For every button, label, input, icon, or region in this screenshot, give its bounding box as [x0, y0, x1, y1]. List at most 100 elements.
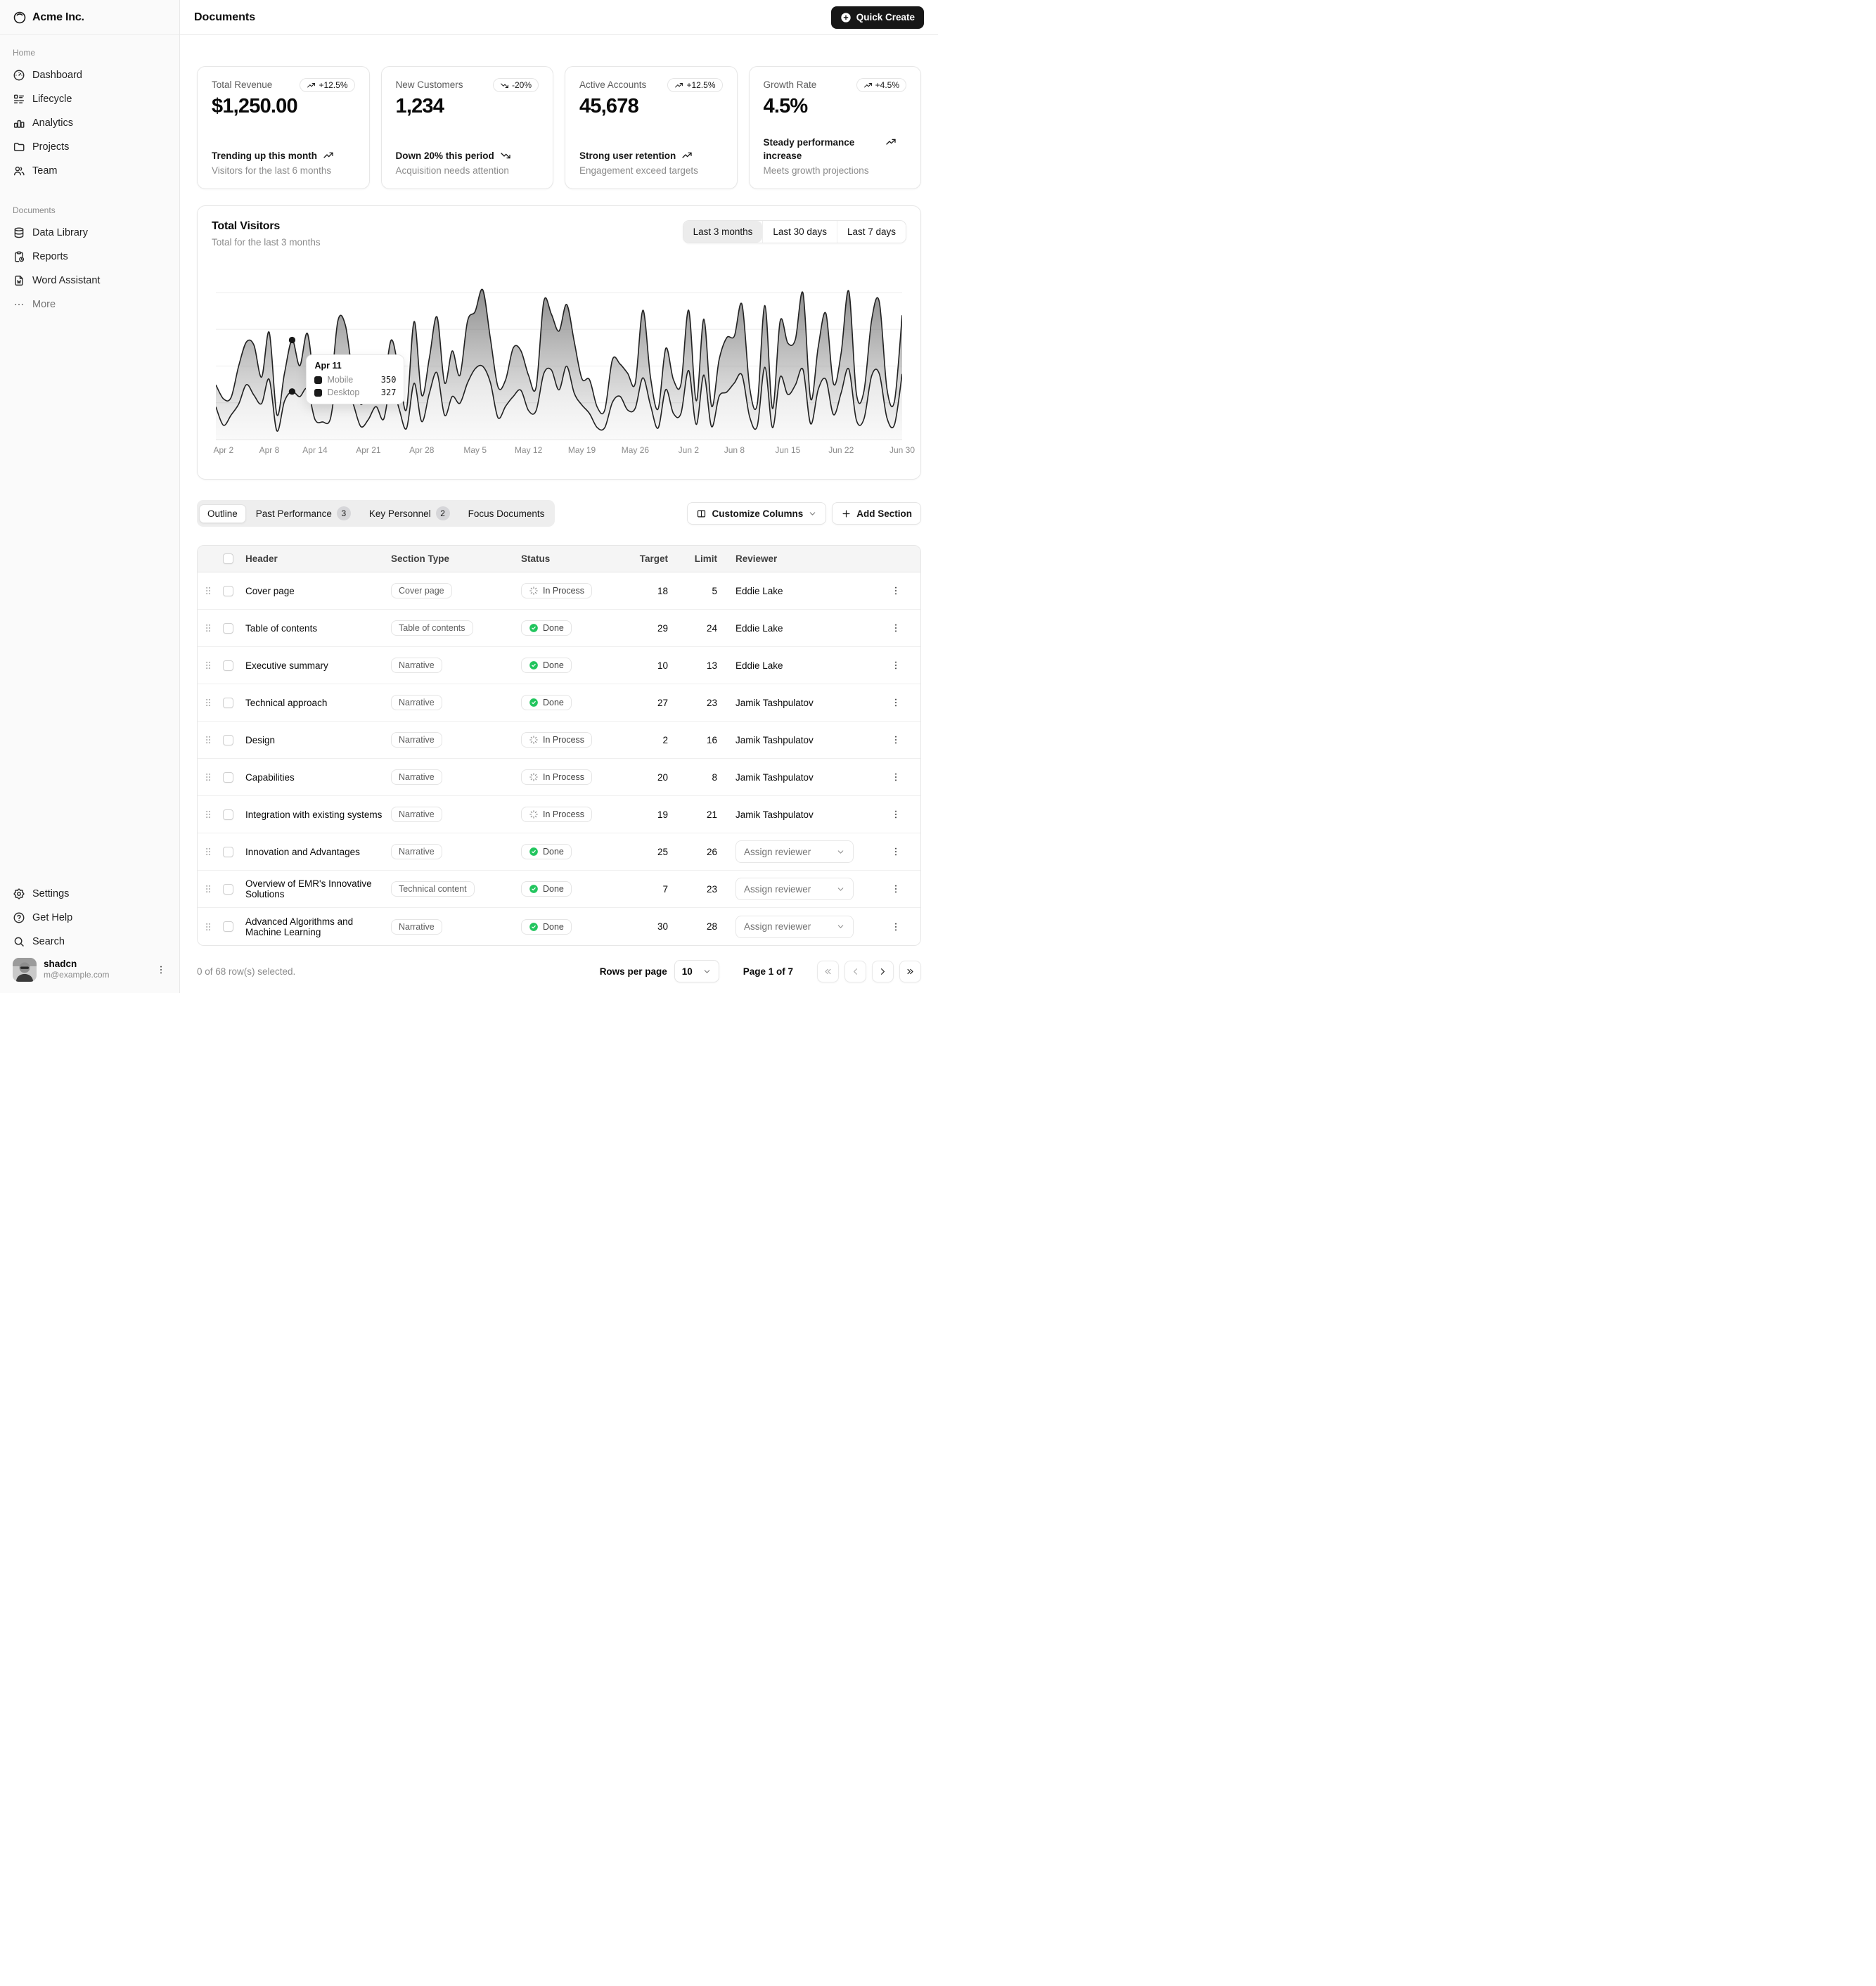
row-menu-button[interactable] — [887, 656, 905, 674]
range-option-last-7-days[interactable]: Last 7 days — [836, 221, 906, 243]
row-menu-button[interactable] — [887, 693, 905, 712]
range-option-last-30-days[interactable]: Last 30 days — [762, 221, 837, 243]
add-section-button[interactable]: Add Section — [832, 502, 921, 525]
customize-columns-button[interactable]: Customize Columns — [687, 502, 827, 525]
assign-reviewer-select[interactable]: Assign reviewer — [735, 915, 854, 938]
top-header: Documents Quick Create — [180, 0, 938, 35]
trend-badge: +12.5% — [300, 78, 355, 92]
row-menu-button[interactable] — [887, 619, 905, 637]
loader-icon — [529, 735, 539, 745]
sidebar-item-reports[interactable]: Reports — [7, 245, 172, 269]
reviewer-name: Eddie Lake — [735, 586, 783, 596]
row-checkbox[interactable] — [223, 809, 233, 820]
check-circle-icon — [529, 698, 539, 707]
check-circle-icon — [529, 847, 539, 857]
sidebar-item-more[interactable]: More — [7, 293, 172, 316]
assign-reviewer-select[interactable]: Assign reviewer — [735, 878, 854, 900]
user-menu[interactable]: shadcn m@example.com — [7, 954, 172, 986]
range-option-last-3-months[interactable]: Last 3 months — [683, 221, 763, 243]
row-checkbox[interactable] — [223, 846, 233, 857]
chart-tooltip: Apr 11 Mobile 350 Desktop 327 — [306, 354, 405, 405]
select-all-checkbox[interactable] — [223, 553, 233, 564]
last-page-button[interactable] — [899, 960, 921, 982]
loader-icon — [529, 586, 539, 596]
drag-handle[interactable] — [203, 771, 214, 783]
row-checkbox[interactable] — [223, 585, 233, 596]
quick-create-button[interactable]: Quick Create — [830, 6, 924, 29]
row-menu-button[interactable] — [887, 731, 905, 749]
tab-focus-documents[interactable]: Focus Documents — [468, 508, 545, 519]
drag-handle[interactable] — [203, 846, 214, 857]
sidebar-item-settings[interactable]: Settings — [7, 882, 172, 906]
tooltip-row: Mobile 350 — [314, 375, 396, 385]
tab-outline[interactable]: Outline — [199, 504, 246, 523]
series-swatch — [314, 388, 323, 397]
sidebar-item-word-assistant[interactable]: Word Assistant — [7, 269, 172, 293]
section-type-badge: Narrative — [391, 658, 442, 673]
row-menu-button[interactable] — [887, 582, 905, 600]
sidebar-item-dashboard[interactable]: Dashboard — [7, 63, 172, 87]
tab-key-personnel[interactable]: Key Personnel 2 — [361, 502, 458, 525]
trend-up-icon — [323, 150, 334, 161]
ellipsis-vertical-icon — [890, 697, 901, 708]
workspace-name: Acme Inc. — [32, 11, 84, 23]
drag-handle[interactable] — [203, 622, 214, 634]
list-details-icon — [13, 93, 25, 105]
row-checkbox[interactable] — [223, 697, 233, 708]
sidebar-item-search[interactable]: Search — [7, 930, 172, 954]
sidebar-item-get-help[interactable]: Get Help — [7, 906, 172, 930]
sidebar-item-analytics[interactable]: Analytics — [7, 111, 172, 135]
sidebar-item-data-library[interactable]: Data Library — [7, 221, 172, 245]
file-word-icon — [13, 274, 25, 287]
workspace-switcher[interactable]: Acme Inc. — [0, 0, 179, 35]
row-menu-button[interactable] — [887, 843, 905, 861]
drag-handle[interactable] — [203, 697, 214, 708]
tab-past-performance[interactable]: Past Performance 3 — [248, 502, 359, 525]
stat-card-new-customers: New Customers -20% 1,234 Down 20% this p… — [380, 66, 553, 189]
user-email: m@example.com — [44, 970, 110, 980]
assign-reviewer-select[interactable]: Assign reviewer — [735, 840, 854, 863]
avatar — [13, 958, 37, 982]
limit-value: 8 — [712, 771, 717, 783]
status-badge: In Process — [521, 807, 593, 822]
row-menu-button[interactable] — [887, 768, 905, 786]
limit-value: 23 — [706, 883, 717, 895]
card-subtext: Engagement exceed targets — [579, 165, 698, 176]
sidebar-item-lifecycle[interactable]: Lifecycle — [7, 87, 172, 111]
row-checkbox[interactable] — [223, 921, 233, 932]
first-page-button[interactable] — [817, 960, 839, 982]
row-checkbox[interactable] — [223, 622, 233, 634]
section-type-badge: Table of contents — [391, 620, 473, 636]
row-checkbox[interactable] — [223, 660, 233, 671]
sidebar-item-projects[interactable]: Projects — [7, 135, 172, 159]
drag-handle[interactable] — [203, 734, 214, 745]
card-subtext: Acquisition needs attention — [395, 165, 509, 176]
reviewer-name: Jamik Tashpulatov — [735, 809, 814, 820]
drag-handle[interactable] — [203, 585, 214, 596]
drag-handle[interactable] — [203, 883, 214, 895]
drag-handle[interactable] — [203, 660, 214, 671]
loader-icon — [529, 809, 539, 819]
range-toggle-group: Last 3 months Last 30 days Last 7 days — [682, 220, 906, 243]
col-reviewer: Reviewer — [735, 553, 778, 564]
prev-page-button[interactable] — [844, 960, 866, 982]
row-header: Integration with existing systems — [245, 809, 383, 820]
ellipsis-vertical-icon — [890, 921, 901, 933]
rows-per-page-select[interactable]: 10 — [674, 960, 719, 982]
user-menu-dots-icon[interactable] — [155, 964, 167, 975]
check-circle-icon — [529, 623, 539, 633]
row-checkbox[interactable] — [223, 883, 233, 895]
row-checkbox[interactable] — [223, 771, 233, 783]
row-menu-button[interactable] — [887, 918, 905, 936]
status-badge: Done — [521, 620, 572, 636]
drag-handle[interactable] — [203, 921, 214, 933]
settings-icon — [13, 888, 25, 900]
next-page-button[interactable] — [872, 960, 894, 982]
row-menu-button[interactable] — [887, 880, 905, 898]
row-checkbox[interactable] — [223, 734, 233, 745]
target-value: 27 — [657, 697, 668, 708]
row-menu-button[interactable] — [887, 805, 905, 824]
reviewer-name: Jamik Tashpulatov — [735, 698, 814, 708]
sidebar-item-team[interactable]: Team — [7, 159, 172, 183]
drag-handle[interactable] — [203, 809, 214, 820]
